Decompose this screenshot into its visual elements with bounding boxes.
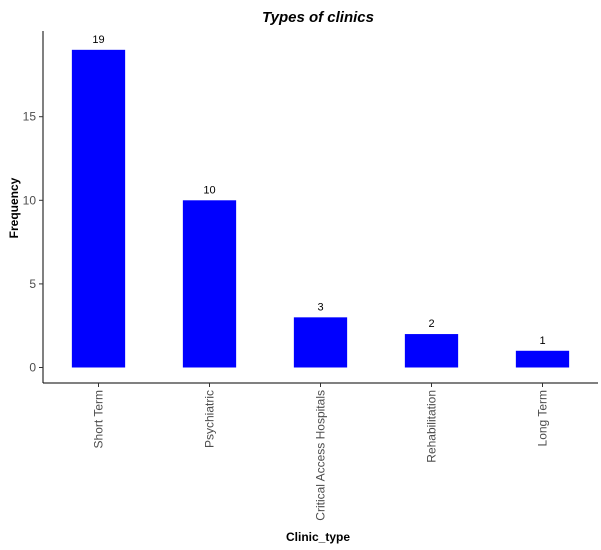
x-tick-label: Psychiatric (203, 390, 217, 448)
plot-area: 0 5 10 15 19 Short Term 10 Psychiatric 3 Critical… (23, 31, 598, 521)
bar (182, 200, 237, 368)
y-tick-label: 15 (23, 110, 37, 124)
data-label: 10 (203, 184, 215, 196)
data-label: 1 (539, 335, 545, 347)
y-tick-label: 0 (29, 361, 36, 375)
x-tick-label: Short Term (92, 390, 106, 448)
chart-title: Types of clinics (262, 9, 374, 26)
x-tick-label: Rehabilitation (425, 390, 439, 463)
data-label: 19 (92, 34, 104, 46)
data-label: 2 (428, 318, 434, 330)
bar (71, 49, 126, 368)
data-label: 3 (317, 301, 323, 313)
x-tick-label: Critical Access Hospitals (314, 390, 328, 521)
y-tick-label: 10 (23, 193, 37, 207)
y-axis-title: Frequency (7, 177, 21, 238)
x-tick-label: Long Term (536, 390, 550, 446)
bar (293, 317, 348, 368)
bar (404, 334, 459, 368)
x-axis-title: Clinic_type (286, 530, 350, 544)
y-tick-label: 5 (29, 277, 36, 291)
bar (515, 350, 570, 368)
